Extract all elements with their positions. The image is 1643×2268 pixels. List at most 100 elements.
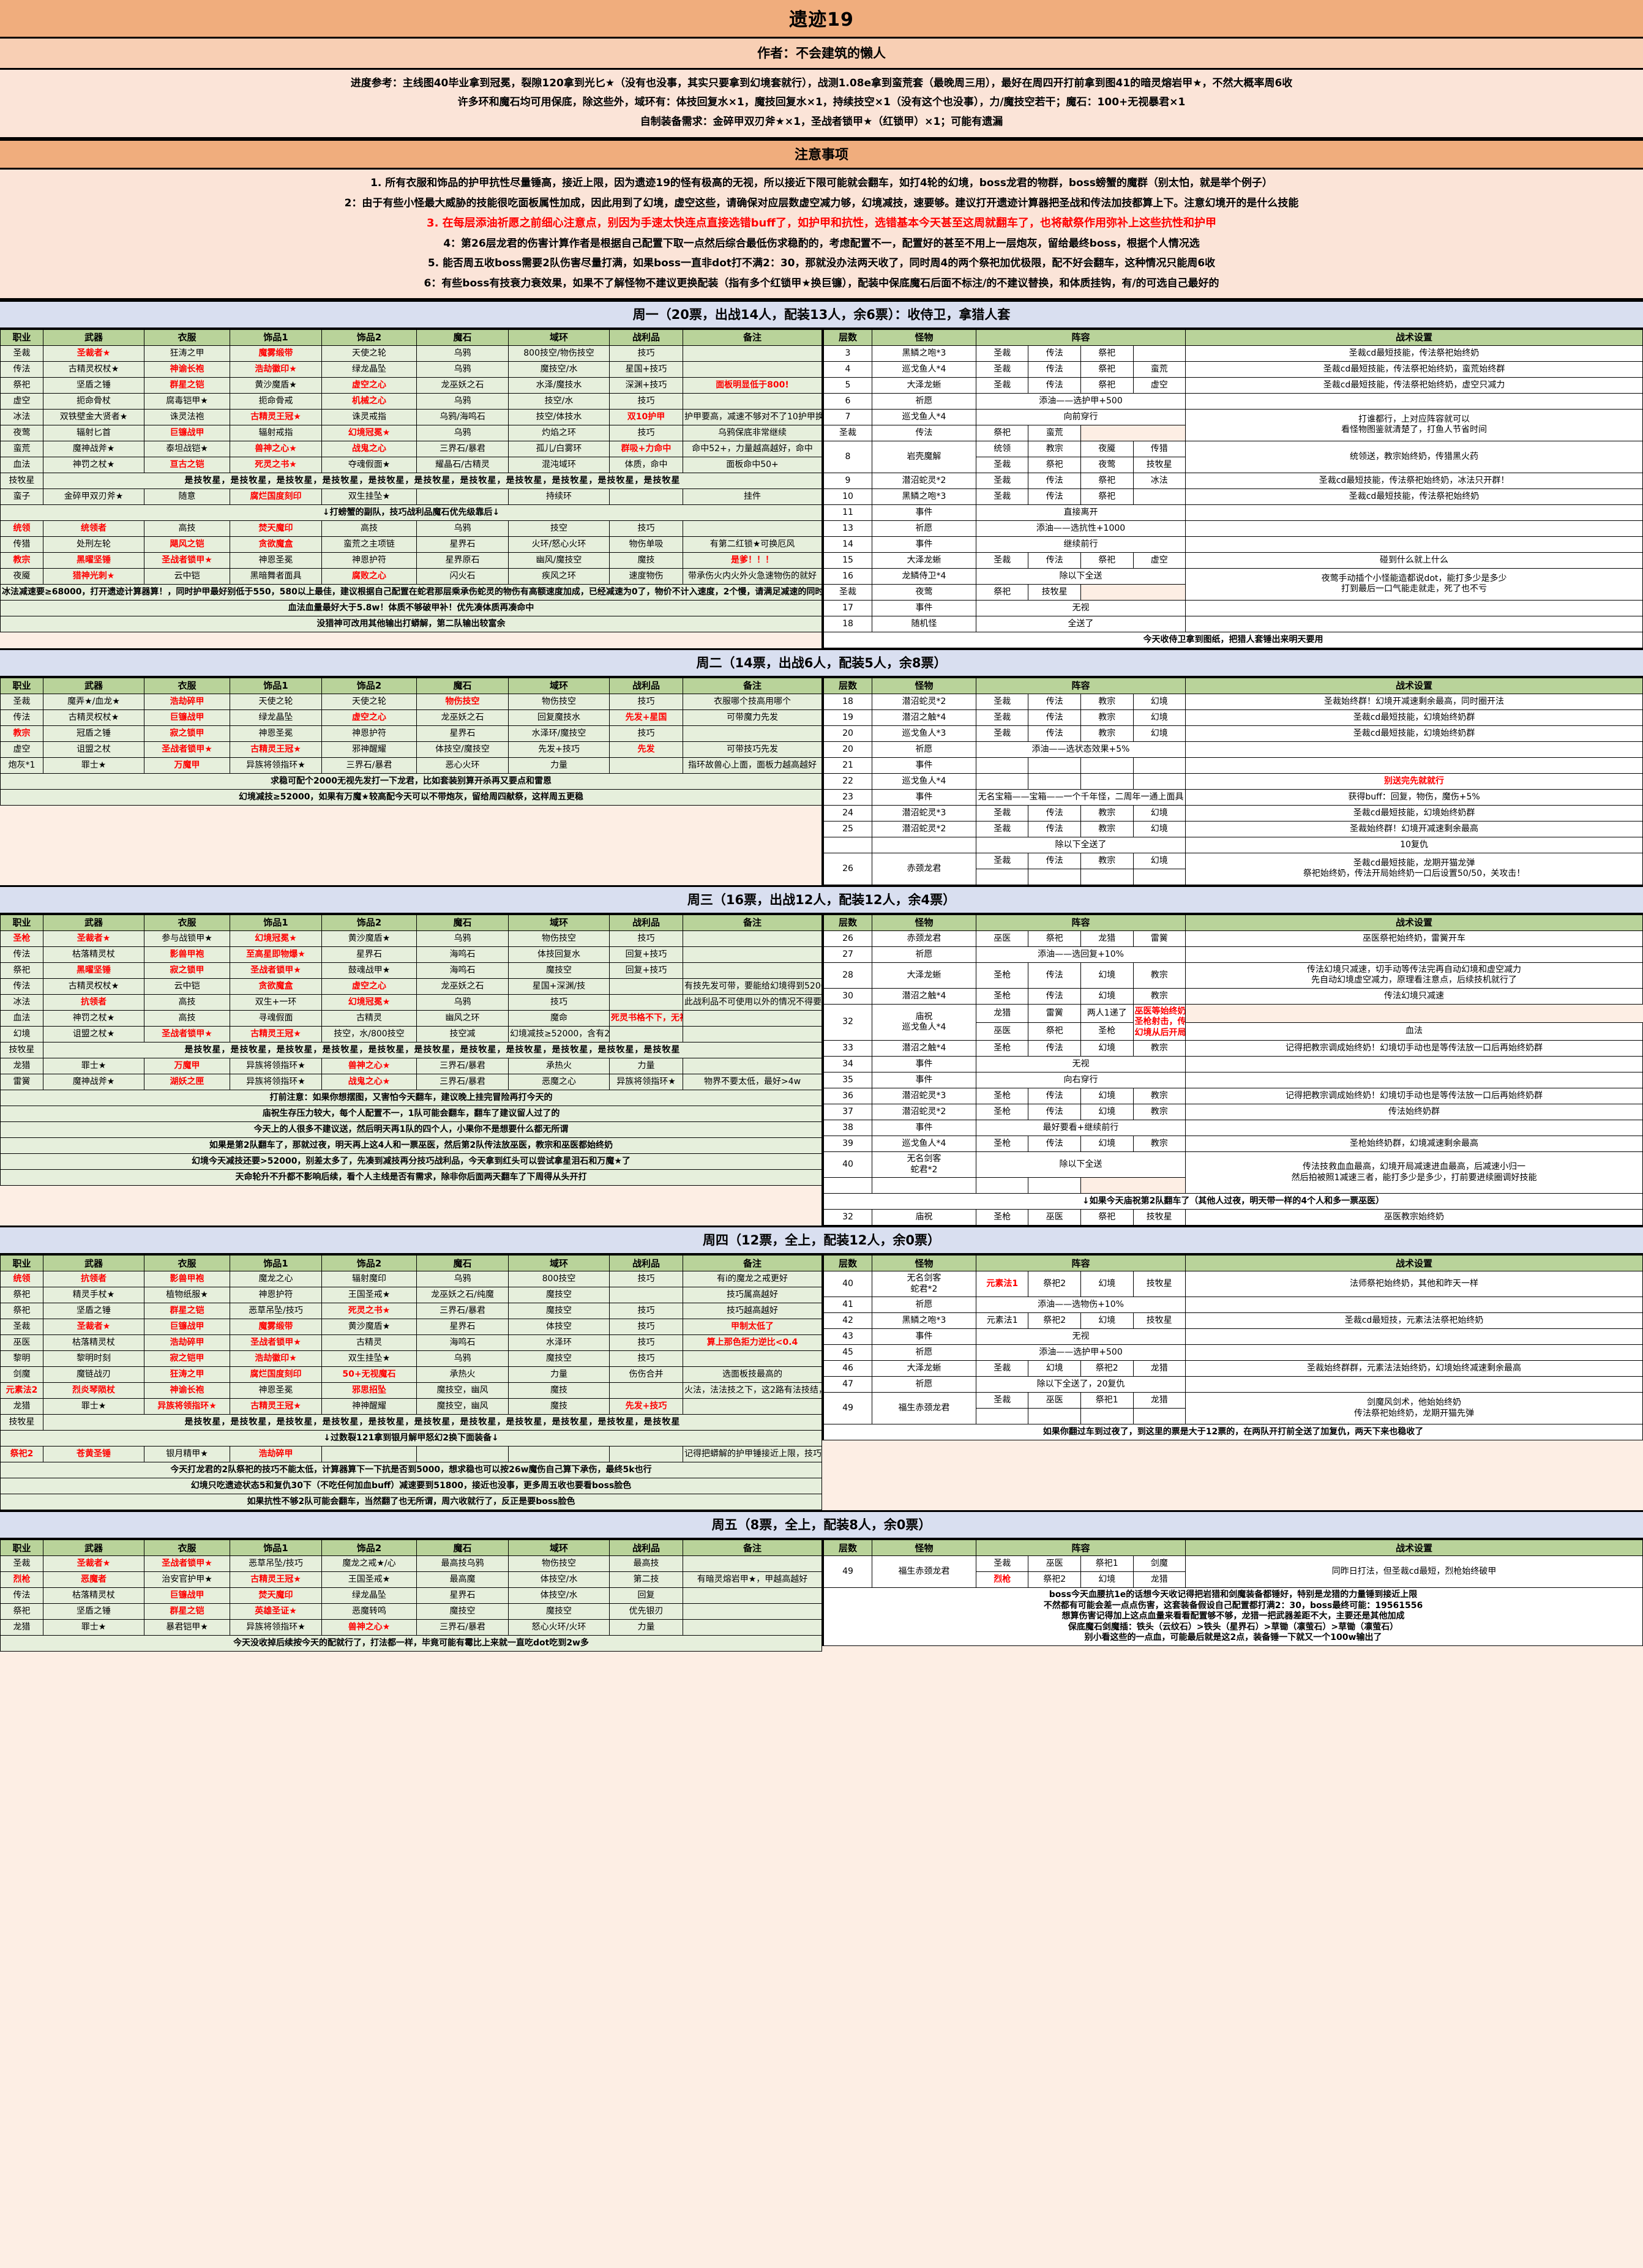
- team-slot-2[interactable]: 幻境: [1080, 962, 1134, 989]
- floor-cell[interactable]: 15: [823, 552, 872, 569]
- accessory1-cell[interactable]: 异族将领指环★: [230, 1619, 322, 1636]
- weapon-cell[interactable]: 枯落精灵杖: [43, 1587, 144, 1604]
- loot-cell[interactable]: 先发+星国: [609, 709, 683, 726]
- tactic-cell[interactable]: 记得把教宗调成始终奶！幻境切手动也是等传法放一口后再始终奶群: [1185, 1040, 1643, 1057]
- accessory2-cell[interactable]: 幻境冠冕★: [321, 994, 417, 1011]
- clothes-cell[interactable]: 巨镰战甲: [144, 424, 230, 441]
- weapon-cell[interactable]: 处刑左轮: [43, 536, 144, 553]
- team-slot-3[interactable]: 冰法: [1132, 472, 1186, 489]
- tactic-cell[interactable]: 圣裁cd最短技能，龙期开猫龙弹 祭祀始终奶，传法开局始终奶一口后设置50/50，关…: [1185, 852, 1643, 885]
- accessory2-cell[interactable]: 双生挂坠★: [321, 1350, 417, 1368]
- gear-bignote-0[interactable]: 幻境减技≥52000，如果有万魔★较高配今天可以不带炮灰，留给周四献祭，这样周五…: [0, 788, 822, 806]
- floor-cell[interactable]: 45: [823, 1344, 872, 1361]
- job-cell[interactable]: 祭祀: [0, 962, 43, 979]
- accessory2-cell[interactable]: 兽神之心★: [321, 1057, 417, 1074]
- team-slot-1[interactable]: 传法: [1028, 488, 1081, 505]
- accessory2-cell[interactable]: 腐败之心: [321, 567, 417, 585]
- note-cell[interactable]: 面板命中50+: [683, 456, 822, 473]
- loot-cell[interactable]: 优先银刃: [609, 1603, 683, 1620]
- team-slot-3[interactable]: 教宗: [1132, 1088, 1186, 1105]
- ring-cell[interactable]: 火环/怒心火环: [508, 536, 610, 553]
- team2-slot-0[interactable]: 圣裁: [975, 456, 1029, 473]
- note-cell[interactable]: [683, 1009, 822, 1027]
- loot-cell[interactable]: 力量: [609, 1057, 683, 1074]
- team-slot-2[interactable]: 祭祀: [1080, 488, 1134, 505]
- jmx-banner[interactable]: 是技牧星，是技牧星，是技牧星，是技牧星，是技牧星，是技牧星，是技牧星，是技牧星，…: [43, 472, 822, 489]
- note-cell[interactable]: 可带技巧先发: [683, 741, 822, 758]
- gem-cell[interactable]: 耀晶石/古精灵: [416, 456, 509, 473]
- team-slot-3[interactable]: 龙猎: [1132, 1360, 1186, 1377]
- floor-cell[interactable]: 32: [823, 1209, 872, 1226]
- note-cell[interactable]: [683, 930, 822, 947]
- gem-cell[interactable]: 星界石: [416, 536, 509, 553]
- ring-cell[interactable]: 魔技: [508, 1382, 610, 1399]
- gear-bignote-4[interactable]: 幻境今天减技还要>52000，别差太多了，先凑到减技再分技巧战利品，今天拿到红头…: [0, 1153, 822, 1170]
- loot-cell[interactable]: 回复+技巧: [609, 946, 683, 963]
- accessory1-cell[interactable]: 古精灵王冠★: [230, 1398, 322, 1415]
- job-cell[interactable]: 虚空: [0, 392, 43, 410]
- gem-cell[interactable]: 乌鸦: [416, 1271, 509, 1288]
- gem-cell[interactable]: 最高魔: [416, 1571, 509, 1589]
- weapon-cell[interactable]: 罪士★: [43, 757, 144, 774]
- monster-cell[interactable]: 黑鳞之咆*3: [871, 1312, 976, 1330]
- weapon-cell[interactable]: 双铁壁金大贤者★: [43, 408, 144, 425]
- tactic-cell[interactable]: [1185, 1072, 1643, 1089]
- accessory2-cell[interactable]: 王国圣戒★: [321, 1571, 417, 1589]
- loot-cell[interactable]: [609, 994, 683, 1011]
- team-slot-1[interactable]: [1028, 757, 1081, 774]
- loot-cell[interactable]: 技巧: [609, 1334, 683, 1352]
- team-slot-3[interactable]: 龙猎: [1132, 1392, 1186, 1409]
- tactic-cell[interactable]: 圣裁cd最短技能，幻境始终奶群: [1185, 804, 1643, 821]
- floor-cell[interactable]: 18: [823, 693, 872, 710]
- team-slot-0[interactable]: [975, 757, 1029, 774]
- monster-cell[interactable]: 潜沼之触*4: [871, 987, 976, 1005]
- accessory2-cell[interactable]: 三界石/暴君: [321, 757, 417, 774]
- team-slot-1[interactable]: 祭祀2: [1028, 1271, 1081, 1298]
- floor-cell[interactable]: 27: [823, 946, 872, 963]
- accessory2-cell[interactable]: 虚空之心: [321, 376, 417, 394]
- jmx-banner[interactable]: 是技牧星，是技牧星，是技牧星，是技牧星，是技牧星，是技牧星，是技牧星，是技牧星，…: [43, 1414, 822, 1431]
- note-cell[interactable]: [683, 1603, 822, 1620]
- monster-cell[interactable]: 巡戈鱼人*4: [871, 408, 976, 425]
- tactic-cell[interactable]: 圣裁cd最短技能，幻境始终奶群: [1185, 709, 1643, 726]
- team-slot-0[interactable]: 圣裁: [823, 424, 872, 441]
- accessory1-cell[interactable]: 扼命骨戒: [230, 392, 322, 410]
- ring-cell[interactable]: 技空/水: [508, 392, 610, 410]
- team2-slot-0[interactable]: [975, 868, 1029, 885]
- gear-bignote-1[interactable]: 幻境只吃遗迹状态5和复仇30下（不吃任何加血buff）减速要到51800，接近也…: [0, 1478, 822, 1495]
- job-cell[interactable]: 雷黉: [0, 1073, 43, 1090]
- floor-cell[interactable]: 40: [823, 1271, 872, 1298]
- floor-cell[interactable]: 34: [823, 1056, 872, 1073]
- job-cell[interactable]: 夜魇: [0, 567, 43, 585]
- ring-cell[interactable]: 魔技空: [508, 1350, 610, 1368]
- ring-cell[interactable]: 灼焰之环: [508, 424, 610, 441]
- team-slot-2[interactable]: [1080, 757, 1134, 774]
- accessory1-cell[interactable]: 天使之轮: [230, 693, 322, 710]
- job-cell[interactable]: 统领: [0, 520, 43, 537]
- clothes-cell[interactable]: 神谕长袍: [144, 1382, 230, 1399]
- accessory1-cell[interactable]: 腐烂国度刻印: [230, 1366, 322, 1383]
- clothes-cell[interactable]: 狂涛之甲: [144, 345, 230, 362]
- note-cell[interactable]: [683, 725, 822, 742]
- clothes-cell[interactable]: 巨镰战甲: [144, 1319, 230, 1336]
- team2-slot-2[interactable]: 幻境: [1080, 1571, 1134, 1589]
- team-slot-2[interactable]: 龙猎: [1080, 930, 1134, 947]
- gear-bignote-0[interactable]: 打前注意：如果你想摆图，又害怕今天翻车，建议晚上挂完冒险再打今天的: [0, 1089, 822, 1106]
- tactic-cell[interactable]: 圣裁cd最短技能，传法祭祀始终奶，虚空只减力: [1185, 376, 1643, 394]
- weapon-cell[interactable]: 诅盟之杖: [43, 741, 144, 758]
- event-span-cell[interactable]: 添油——选回复+10%: [975, 946, 1186, 963]
- monster-cell[interactable]: 潜沼蛇灵*2: [871, 693, 976, 710]
- clothes-cell[interactable]: 影兽甲袍: [144, 946, 230, 963]
- tactic-cell[interactable]: 圣裁cd最短技能，传法祭祀始终奶，蛮荒始终群: [1185, 361, 1643, 378]
- team-slot-0[interactable]: 统领: [975, 440, 1029, 457]
- monster-cell[interactable]: 事件: [871, 536, 976, 553]
- tactics-bignote[interactable]: 今天收侍卫拿到图纸，把猎人套锤出来明天要用: [823, 631, 1643, 648]
- job-cell[interactable]: 冰法: [0, 994, 43, 1011]
- event-span-cell[interactable]: 直接离开: [975, 504, 1186, 521]
- gem-cell[interactable]: 三界石/暴君: [416, 1073, 509, 1090]
- event-span-cell[interactable]: 无名宝箱——宝箱——一个千年怪，二周年一通上面具: [975, 788, 1186, 806]
- team-slot-3[interactable]: 教宗: [1132, 1136, 1186, 1153]
- team-slot-1[interactable]: 传法: [1028, 1104, 1081, 1121]
- weapon-cell[interactable]: 烈炎琴陨杖: [43, 1382, 144, 1399]
- loot-cell[interactable]: 技巧: [609, 1271, 683, 1288]
